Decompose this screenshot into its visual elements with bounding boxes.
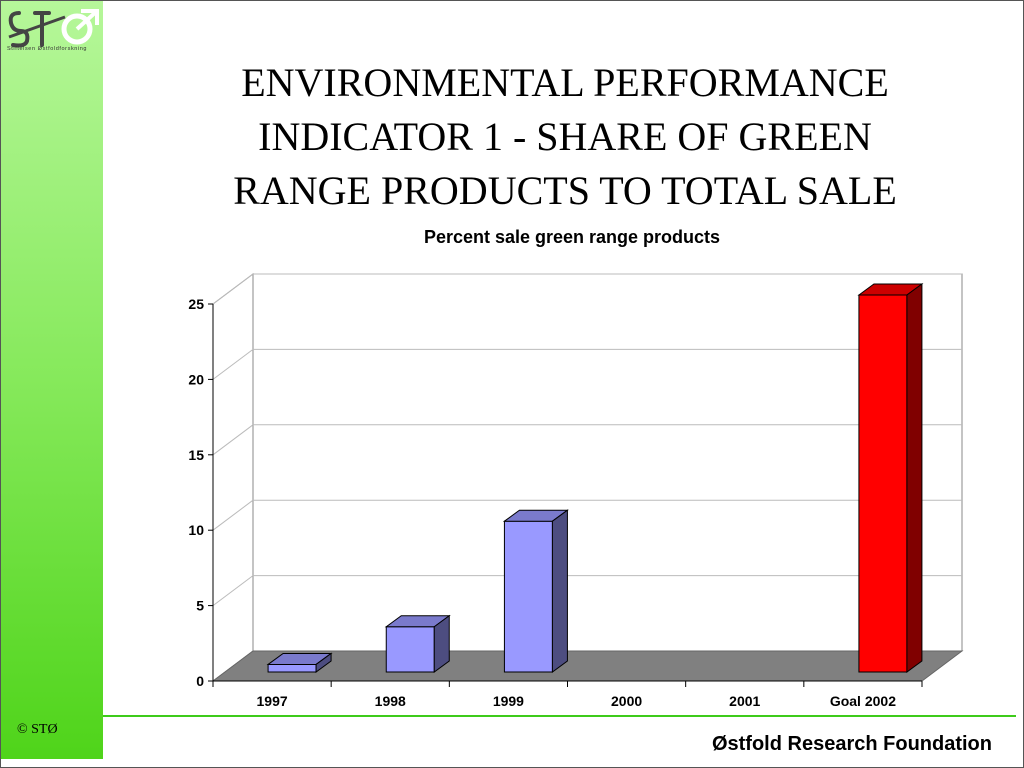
- y-tick-label: 5: [196, 598, 204, 614]
- bar: [384, 614, 451, 673]
- bar: [502, 509, 569, 673]
- copyright-text: © STØ: [17, 722, 58, 737]
- x-tick-label: 2001: [729, 693, 760, 709]
- bar-front: [858, 294, 908, 673]
- slide-title: ENVIRONMENTAL PERFORMANCE INDICATOR 1 - …: [160, 56, 970, 218]
- x-tick-label: 1999: [493, 693, 524, 709]
- bar: [857, 283, 924, 673]
- bar-side: [906, 283, 923, 673]
- gridline-side: [212, 273, 254, 305]
- bar-front: [503, 520, 553, 673]
- chart-side-wall: [212, 273, 254, 682]
- gridline-side: [212, 499, 254, 531]
- y-tick-label: 25: [188, 296, 204, 312]
- y-tick-label: 0: [196, 673, 204, 689]
- title-line-2: INDICATOR 1 - SHARE OF GREEN: [258, 114, 872, 159]
- footer-divider: [103, 715, 1016, 717]
- y-tick-label: 15: [188, 447, 204, 463]
- logo-caption: Stiftelsen Østfoldforskning: [7, 46, 88, 52]
- title-line-3: RANGE PRODUCTS TO TOTAL SALE: [233, 168, 897, 213]
- bar-front: [385, 626, 435, 673]
- bar: [266, 652, 333, 673]
- chart-title: Percent sale green range products: [423, 227, 721, 247]
- chart-back-wall: [252, 273, 963, 652]
- y-tick-label: 20: [188, 371, 204, 387]
- gridline-side: [212, 348, 254, 380]
- bar-side: [433, 614, 450, 673]
- footer-organization: Østfold Research Foundation: [711, 733, 992, 755]
- x-tick-label: 1998: [375, 693, 406, 709]
- x-tick-label: 1997: [257, 693, 288, 709]
- x-tick-label: Goal 2002: [830, 693, 896, 709]
- bar-side: [551, 509, 568, 673]
- gridline-side: [212, 424, 254, 456]
- gridline-side: [212, 575, 254, 606]
- bar-side: [315, 652, 332, 673]
- bar-front: [267, 663, 317, 673]
- x-tick-label: 2000: [611, 693, 642, 709]
- sidebar: Stiftelsen Østfoldforskning © STØ: [1, 1, 103, 759]
- title-line-1: ENVIRONMENTAL PERFORMANCE: [241, 60, 889, 105]
- y-tick-label: 10: [188, 522, 204, 538]
- sto-logo: [8, 9, 99, 48]
